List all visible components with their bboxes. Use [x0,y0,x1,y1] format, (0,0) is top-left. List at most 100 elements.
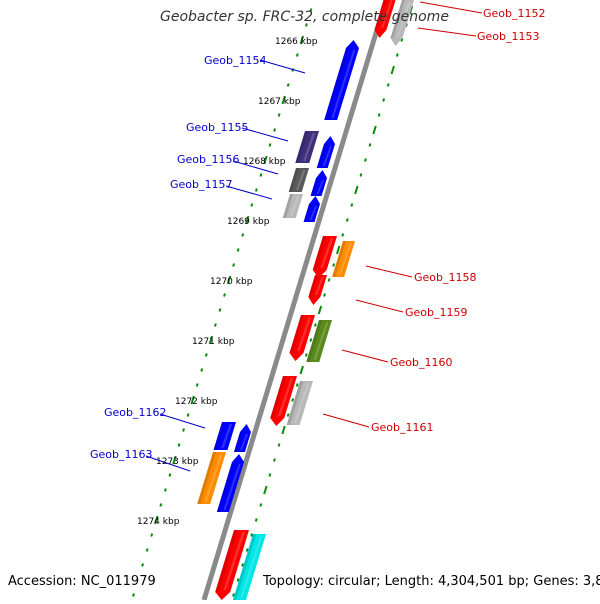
scale-tick [295,53,299,57]
scale-tick [304,353,308,357]
scale-tick [168,473,172,477]
accession-text: Accession: NC_011979 [8,574,156,589]
gene-label-geob-1155: Geob_1155 [186,121,249,134]
scale-tick [277,113,281,117]
scale-tick [281,425,286,435]
scale-tick [400,38,404,42]
scale-ticks [132,5,414,597]
gene-geob-1155 [295,131,319,163]
axis-label: 1269 kbp [227,217,270,227]
scale-tick [314,323,317,327]
scale-tick [309,8,313,12]
leader-line [145,455,191,472]
scale-tick [250,533,254,537]
gene-label-geob-1159: Geob_1159 [405,306,468,319]
scale-tick [305,23,308,27]
scale-tick [226,275,232,285]
gene-label-geob-1158: Geob_1158 [414,271,477,284]
scale-tick [204,353,208,357]
scale-tick [177,443,181,447]
gene-geob-1155-b [316,136,335,168]
scale-tick [368,143,372,147]
leader-line [355,299,404,313]
axis-label: 1268 kbp [243,157,286,167]
gene-geob-1153 [390,0,414,46]
scale-tick [345,218,349,222]
gene-geob-1160-a [289,315,315,361]
scale-tick [236,248,240,252]
scale-tick [263,485,268,495]
scale-tick [299,35,305,45]
scale-tick [245,548,249,552]
red-feature [215,530,249,600]
scale-tick [132,593,135,597]
scale-tick [354,185,359,195]
gene-geob-1163-b [216,454,244,512]
leader-line [417,27,477,37]
scale-tick [254,518,258,522]
scale-tick [364,158,367,162]
scale-tick [273,128,276,132]
gene-label-geob-1162: Geob_1162 [104,406,167,419]
leader-line [365,265,413,278]
scale-tick [241,233,245,237]
scale-tick [372,125,377,135]
gene-geob-1162 [213,422,236,450]
leader-line [159,413,206,429]
leader-line [232,160,279,175]
gene-label-geob-1154: Geob_1154 [204,54,267,67]
gene-geob-1156-b [310,170,327,196]
gene-geob-1159-a [312,236,337,278]
gene-geob-1161-a [270,376,297,426]
gene-label-geob-1156: Geob_1156 [177,153,240,166]
gene-geob-1158 [332,241,355,277]
scale-tick [268,473,272,477]
scale-tick [163,488,167,492]
scale-tick [190,395,195,405]
gene-features [197,0,414,600]
scale-tick [309,338,313,342]
scale-tick [172,455,177,465]
scale-tick [332,263,336,267]
scale-tick [182,428,185,432]
leader-line [259,59,306,74]
axis-labels: 1266 kbp 1267 kbp 1268 kbp 1269 kbp 1270 kbp… [137,37,318,527]
scale-tick [291,68,295,72]
scale-tick [245,215,250,225]
gene-label-geob-1152: Geob_1152 [483,7,546,20]
scale-tick [223,293,226,297]
gene-geob-1157 [282,194,303,218]
topology-text: Topology: circular; Length: 4,304,501 bp… [263,574,600,589]
scale-tick [291,398,295,402]
scale-tick [317,305,323,315]
scale-tick [159,503,163,507]
gene-geob-1156 [288,168,309,192]
gene-geob-1154 [324,40,359,120]
scale-tick [405,23,408,27]
leader-line [225,185,273,200]
scale-tick [299,365,304,375]
leader-line [419,1,483,14]
gene-geob-1160 [306,320,332,362]
scale-tick [281,95,286,105]
scale-tick [145,548,149,552]
scale-tick [154,515,159,525]
axis-label: 1270 kbp [210,277,253,287]
scale-tick [273,458,276,462]
scale-tick [232,593,235,597]
scale-tick [341,233,345,237]
label-leader-lines [145,1,483,472]
gene-label-geob-1157: Geob_1157 [170,178,233,191]
scale-tick [214,323,217,327]
cyan-feature [232,534,266,600]
scale-tick [259,503,263,507]
axis-label: 1272 kbp [175,397,218,407]
axis-label: 1271 kbp [192,337,235,347]
scale-tick [232,263,236,267]
genome-title: Geobacter sp. FRC-32, complete genome [160,9,449,25]
gene-geob-1152 [374,0,396,38]
scale-tick [390,65,395,75]
scale-tick [395,53,399,57]
gene-labels: Geob_1152 Geob_1153 Geob_1154 Geob_1155 Geob… [90,7,546,461]
